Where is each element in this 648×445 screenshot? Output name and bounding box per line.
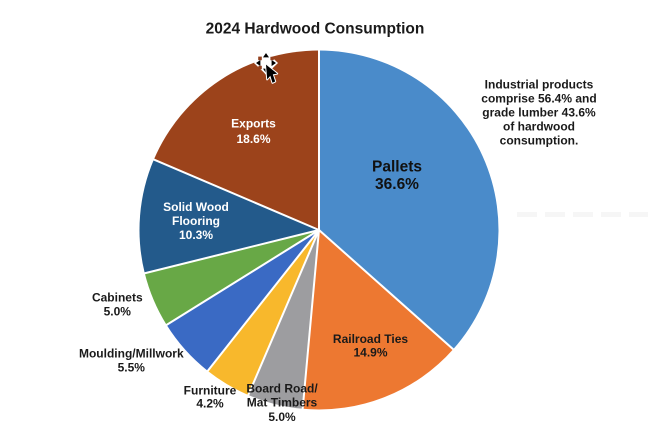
svg-text:Board Road/: Board Road/ bbox=[246, 382, 318, 396]
svg-text:Exports: Exports bbox=[231, 117, 276, 131]
svg-text:Railroad Ties: Railroad Ties bbox=[333, 332, 408, 346]
svg-text:5.0%: 5.0% bbox=[268, 410, 296, 424]
svg-text:14.9%: 14.9% bbox=[353, 346, 387, 360]
svg-text:Mat Timbers: Mat Timbers bbox=[247, 396, 318, 410]
svg-text:Pallets: Pallets bbox=[372, 158, 422, 175]
svg-text:5.5%: 5.5% bbox=[118, 361, 146, 375]
svg-text:of hardwood: of hardwood bbox=[503, 120, 575, 134]
svg-text:10.3%: 10.3% bbox=[179, 228, 213, 242]
svg-text:4.2%: 4.2% bbox=[196, 397, 224, 411]
svg-text:grade lumber 43.6%: grade lumber 43.6% bbox=[482, 106, 596, 120]
svg-text:Cabinets: Cabinets bbox=[92, 291, 143, 305]
svg-text:Furniture: Furniture bbox=[184, 384, 237, 398]
svg-text:5.0%: 5.0% bbox=[104, 305, 132, 319]
svg-text:Moulding/Millwork: Moulding/Millwork bbox=[79, 346, 184, 360]
svg-text:18.6%: 18.6% bbox=[236, 132, 270, 146]
svg-text:consumption.: consumption. bbox=[500, 134, 579, 148]
svg-text:36.6%: 36.6% bbox=[375, 176, 419, 193]
svg-text:Flooring: Flooring bbox=[172, 214, 220, 228]
svg-text:Industrial products: Industrial products bbox=[485, 78, 594, 92]
svg-text:Solid Wood: Solid Wood bbox=[163, 200, 229, 214]
svg-text:comprise 56.4% and: comprise 56.4% and bbox=[481, 92, 596, 106]
svg-text:2024 Hardwood Consumption: 2024 Hardwood Consumption bbox=[206, 21, 425, 38]
